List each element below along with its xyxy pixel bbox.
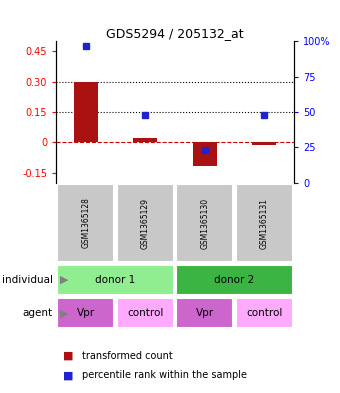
Text: agent: agent	[22, 309, 53, 318]
Bar	[57, 184, 114, 262]
Text: transformed count: transformed count	[82, 351, 172, 361]
Text: GSM1365128: GSM1365128	[81, 198, 90, 248]
Bar	[74, 82, 98, 142]
Text: donor 1: donor 1	[96, 275, 136, 285]
Text: GSM1365130: GSM1365130	[200, 197, 209, 249]
Bar	[236, 184, 293, 262]
Text: control: control	[127, 309, 164, 318]
Bar	[176, 298, 234, 329]
Bar	[193, 142, 217, 165]
Text: ■: ■	[63, 370, 73, 380]
Text: donor 2: donor 2	[215, 275, 255, 285]
Text: Vpr: Vpr	[77, 309, 95, 318]
Text: ■: ■	[63, 351, 73, 361]
Bar	[134, 138, 157, 142]
Bar	[117, 298, 174, 329]
Text: percentile rank within the sample: percentile rank within the sample	[82, 370, 246, 380]
Bar	[176, 265, 293, 295]
Bar	[176, 184, 234, 262]
Bar	[253, 142, 276, 145]
Bar	[57, 265, 174, 295]
Title: GDS5294 / 205132_at: GDS5294 / 205132_at	[106, 27, 244, 40]
Text: control: control	[246, 309, 283, 318]
Text: GSM1365129: GSM1365129	[141, 198, 150, 248]
Text: ▶: ▶	[59, 309, 68, 318]
Text: individual: individual	[2, 275, 53, 285]
Text: GSM1365131: GSM1365131	[260, 198, 269, 248]
Text: ▶: ▶	[59, 275, 68, 285]
Text: Vpr: Vpr	[196, 309, 214, 318]
Bar	[236, 298, 293, 329]
Bar	[117, 184, 174, 262]
Bar	[57, 298, 114, 329]
